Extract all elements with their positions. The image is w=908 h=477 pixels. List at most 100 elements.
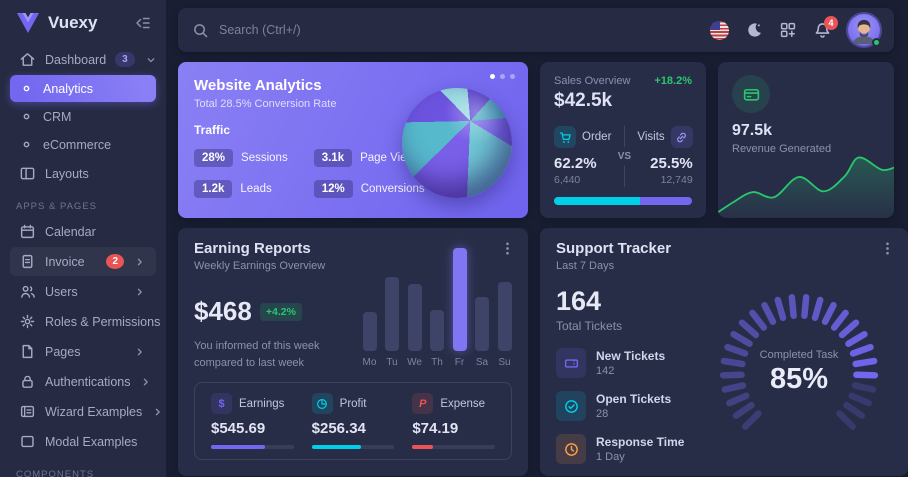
sidebar-item-roles-permissions[interactable]: Roles & Permissions — [10, 307, 160, 336]
notifications-bell-icon[interactable]: 4 — [813, 15, 838, 40]
dark-mode-moon-icon[interactable] — [745, 21, 763, 39]
dot-icon — [19, 81, 34, 96]
summary-value: $545.69 — [211, 420, 266, 438]
sidebar-item-dashboard[interactable]: Dashboard 3 — [10, 45, 156, 74]
card-subtitle: Total 28.5% Conversion Rate — [194, 98, 337, 110]
gauge-tick — [801, 294, 810, 319]
sidebar-item-analytics[interactable]: Analytics — [10, 75, 156, 102]
bar-label: Fr — [454, 357, 465, 368]
card-title: Support Tracker — [556, 240, 672, 257]
gauge-tick — [788, 294, 797, 319]
vs-label: VS — [617, 151, 632, 162]
sidebar-item-authentications[interactable]: Authentications — [10, 367, 156, 396]
gauge-tick — [719, 371, 745, 379]
bar-label: Tu — [386, 357, 398, 368]
sidebar-item-label: Modal Examples — [45, 434, 138, 449]
traffic-stats: 28% Sessions 3.1k Page Views 1.2k Leads … — [194, 149, 512, 198]
order-label: Order — [582, 131, 612, 143]
sidebar-item-crm[interactable]: CRM — [10, 103, 156, 130]
carousel-pagination — [490, 74, 515, 79]
main-content: 4 Website Analytics Total 28.5% Co — [166, 0, 908, 477]
stat-value: 1.2k — [194, 180, 233, 198]
avatar-image — [852, 19, 876, 44]
stat-label: New Tickets — [596, 349, 666, 363]
revenue-label: Revenue Generated — [732, 143, 832, 155]
gauge-ticks — [719, 294, 879, 430]
summary-label: Earnings — [239, 397, 285, 410]
bar-column-Mo: Mo — [362, 248, 377, 368]
gauge-center-text: Completed Task 85% — [760, 349, 839, 396]
summary-value: $74.19 — [412, 420, 459, 438]
sidebar-item-label: Layouts — [45, 166, 89, 181]
card-subtitle: Weekly Earnings Overview — [194, 260, 326, 272]
gauge-tick — [852, 357, 878, 368]
gauge-tick — [845, 331, 868, 347]
online-status-dot — [872, 38, 881, 47]
paypal-icon: P — [412, 393, 434, 415]
sidebar-item-users[interactable]: Users — [10, 277, 156, 306]
card-title: Website Analytics — [194, 77, 322, 94]
card-title: Sales Overview — [554, 75, 631, 87]
brand-name: Vuexy — [48, 13, 98, 32]
sidebar-item-layouts[interactable]: Layouts — [10, 159, 156, 188]
shortcuts-grid-icon[interactable] — [779, 21, 797, 39]
kebab-menu-icon[interactable] — [879, 240, 896, 257]
carousel-dot[interactable] — [510, 74, 515, 79]
response-time-item: Response Time 1 Day — [556, 434, 706, 464]
bar — [362, 311, 377, 351]
sidebar-collapse-icon[interactable] — [134, 14, 152, 32]
carousel-dot[interactable] — [490, 74, 495, 79]
support-tracker-card: Support Tracker Last 7 Days 164 Total Ti… — [540, 228, 908, 476]
summary-profit: Profit $256.34 — [311, 393, 395, 450]
sidebar: Vuexy Dashboard 3 Analytics CRM eCommerc… — [0, 0, 166, 477]
modal-icon — [19, 433, 36, 450]
sidebar-item-label: eCommerce — [43, 137, 112, 152]
gauge-tick — [721, 382, 747, 393]
chevron-right-icon — [133, 285, 147, 299]
bar-label: Mo — [362, 357, 377, 368]
gauge-tick — [749, 309, 768, 331]
summary-label: Expense — [440, 397, 486, 410]
gauge-value: 85% — [769, 362, 829, 395]
gauge-tick — [830, 309, 849, 331]
bar-column-Tu: Tu — [385, 248, 400, 368]
summary-progress — [211, 445, 294, 450]
sidebar-nav: Dashboard 3 Analytics CRM eCommerce Layo… — [0, 42, 166, 477]
bar — [430, 309, 444, 351]
bar — [452, 248, 467, 351]
gauge-tick — [720, 357, 746, 368]
sidebar-item-pages[interactable]: Pages — [10, 337, 156, 366]
revenue-value: 97.5k — [732, 122, 773, 139]
nav-section-apps-pages: APPS & PAGES — [16, 201, 97, 212]
earnings-delta-badge: +4.2% — [259, 302, 302, 321]
home-icon — [19, 51, 36, 68]
sidebar-item-calendar[interactable]: Calendar — [10, 217, 156, 246]
stat-value: 142 — [596, 365, 615, 377]
gauge-tick — [730, 331, 753, 347]
layouts-icon — [19, 165, 36, 182]
sidebar-item-label: Invoice — [45, 254, 85, 269]
sidebar-item-modal-examples[interactable]: Modal Examples — [10, 427, 156, 456]
gauge-tick — [849, 343, 874, 357]
language-flag-icon[interactable] — [710, 20, 729, 40]
stat-label: Response Time — [596, 435, 685, 449]
bar-column-Fr: Fr — [452, 248, 467, 368]
sidebar-item-invoice[interactable]: Invoice 2 — [10, 247, 156, 276]
revenue-generated-card: 97.5k Revenue Generated — [718, 62, 894, 218]
kebab-menu-icon[interactable] — [499, 240, 516, 257]
user-avatar[interactable] — [848, 14, 881, 47]
sidebar-item-wizard-examples[interactable]: Wizard Examples — [10, 397, 156, 426]
nav-section-components: COMPONENTS — [16, 469, 95, 477]
sidebar-item-ecommerce[interactable]: eCommerce — [10, 131, 156, 158]
check-circle-icon — [556, 391, 586, 421]
dollar-icon: $ — [211, 393, 232, 415]
users-icon — [19, 283, 36, 300]
sales-overview-card: Sales Overview +18.2% $42.5k Order 62.2%… — [540, 62, 706, 218]
gauge-label: Completed Task — [759, 348, 839, 361]
sales-delta: +18.2% — [654, 75, 692, 87]
carousel-dot[interactable] — [500, 74, 505, 79]
bar-column-Th: Th — [430, 248, 445, 368]
gauge-tick — [853, 371, 879, 379]
stat-sessions: 28% Sessions — [194, 149, 288, 167]
search-input[interactable] — [217, 22, 517, 38]
